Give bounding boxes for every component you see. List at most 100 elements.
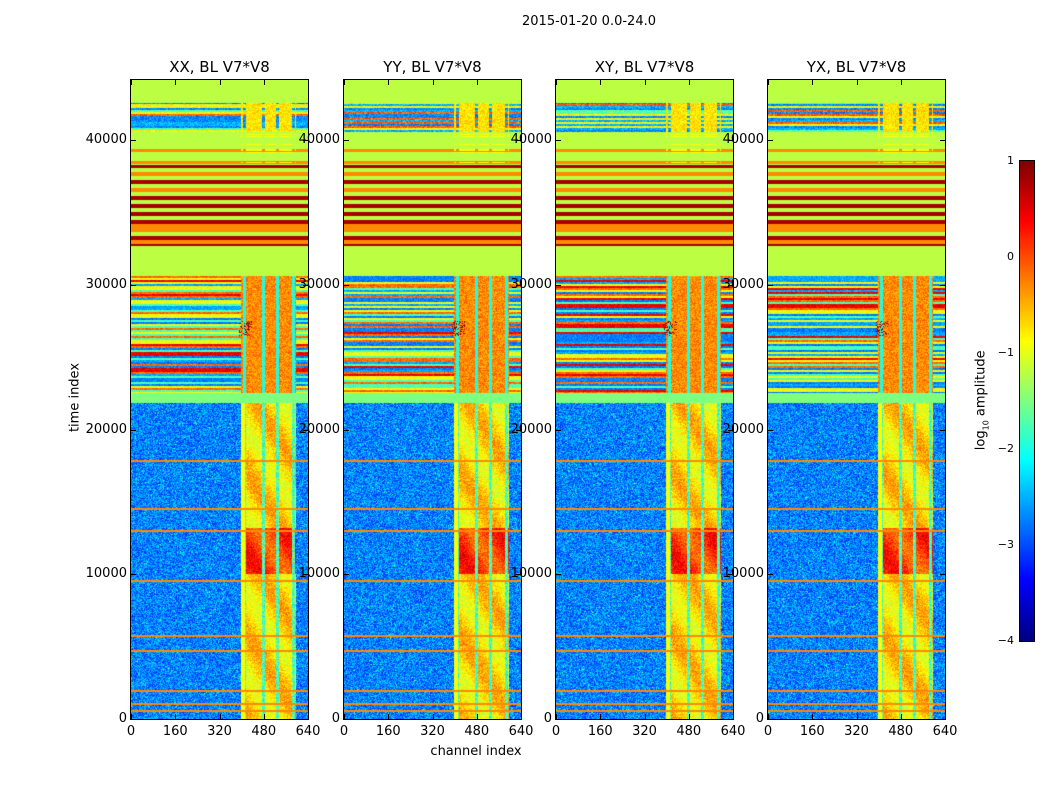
waterfall-panel-3: YX, BL V7*V8 — [767, 58, 946, 720]
x-tick — [856, 714, 858, 719]
x-tick — [388, 80, 390, 85]
x-tick — [600, 714, 602, 719]
y-tick — [344, 429, 349, 431]
y-tick — [940, 429, 945, 431]
y-tick — [556, 574, 561, 576]
x-tick — [768, 80, 769, 85]
x-tick-label: 160 — [799, 724, 825, 739]
y-tick — [303, 284, 308, 286]
y-tick-label: 40000 — [85, 132, 127, 148]
x-tick — [812, 80, 814, 85]
heatmap-image — [131, 80, 308, 719]
x-tick — [768, 714, 769, 719]
y-tick — [768, 429, 773, 431]
y-tick — [131, 284, 136, 286]
panel-title: XY, BL V7*V8 — [594, 58, 695, 76]
y-tick — [344, 719, 349, 720]
y-tick — [303, 719, 308, 720]
y-tick — [516, 284, 521, 286]
x-tick-label: 160 — [375, 724, 401, 739]
x-tick-label: 320 — [844, 724, 869, 739]
x-tick — [556, 80, 557, 85]
x-tick-label: 640 — [295, 724, 321, 739]
x-tick — [945, 714, 946, 719]
x-tick — [476, 80, 478, 85]
x-tick — [388, 714, 390, 719]
y-tick — [131, 574, 136, 576]
y-tick — [516, 140, 521, 142]
x-tick-label: 480 — [251, 724, 277, 739]
y-tick — [344, 574, 349, 576]
x-tick — [432, 714, 434, 719]
y-tick-label: 0 — [543, 711, 552, 726]
colorbar-tick-label: 0 — [1007, 250, 1014, 263]
x-tick — [521, 80, 522, 85]
y-tick — [556, 719, 561, 720]
x-tick-label: 480 — [888, 724, 914, 739]
y-tick — [131, 429, 136, 431]
x-tick — [131, 80, 132, 85]
x-tick — [688, 80, 690, 85]
y-tick — [728, 719, 733, 720]
x-tick — [308, 80, 309, 85]
x-tick-label: 640 — [508, 724, 534, 739]
y-tick-label: 0 — [755, 711, 764, 726]
y-tick — [940, 574, 945, 576]
x-axis-label: channel index — [430, 744, 522, 759]
y-tick — [728, 284, 733, 286]
heatmap-image — [768, 80, 945, 719]
y-tick — [940, 719, 945, 720]
y-tick-label: 40000 — [298, 132, 340, 148]
figure-title: 2015-01-20 0.0-24.0 — [522, 14, 656, 29]
y-tick-label: 30000 — [722, 276, 764, 292]
x-tick — [175, 714, 177, 719]
x-tick — [556, 714, 557, 719]
heatmap-image — [556, 80, 733, 719]
y-tick — [768, 284, 773, 286]
colorbar-tick-label: −4 — [997, 634, 1014, 647]
x-tick — [900, 80, 902, 85]
x-tick — [521, 714, 522, 719]
y-tick — [940, 140, 945, 142]
colorbar-tick-label: −2 — [997, 442, 1014, 455]
y-tick — [768, 574, 773, 576]
y-tick-label: 0 — [331, 711, 340, 726]
x-tick-label: 0 — [763, 724, 773, 739]
panel-title: XX, BL V7*V8 — [169, 58, 270, 76]
x-tick-label: 160 — [587, 724, 613, 739]
x-tick-label: 640 — [932, 724, 958, 739]
y-tick — [131, 140, 136, 142]
x-tick-label: 320 — [632, 724, 657, 739]
x-tick-label: 0 — [339, 724, 349, 739]
x-tick — [733, 714, 734, 719]
x-tick — [476, 714, 478, 719]
colorbar-tick-label: −3 — [997, 538, 1014, 551]
x-tick-label: 0 — [551, 724, 561, 739]
y-tick — [728, 429, 733, 431]
y-tick — [556, 284, 561, 286]
y-tick — [768, 140, 773, 142]
x-tick-label: 320 — [420, 724, 445, 739]
y-tick — [940, 284, 945, 286]
y-tick — [516, 719, 521, 720]
waterfall-panel-2: XY, BL V7*V8 — [555, 58, 734, 720]
x-tick — [856, 80, 858, 85]
y-tick — [303, 574, 308, 576]
x-tick-label: 160 — [162, 724, 188, 739]
y-tick-label: 20000 — [722, 421, 764, 437]
x-tick — [344, 714, 345, 719]
waterfall-panel-0: XX, BL V7*V8 — [130, 58, 309, 720]
heatmap-image — [344, 80, 521, 719]
x-tick — [812, 714, 814, 719]
x-tick — [600, 80, 602, 85]
x-tick — [644, 80, 646, 85]
x-tick — [175, 80, 177, 85]
x-tick — [263, 714, 265, 719]
y-tick-label: 40000 — [722, 132, 764, 148]
y-tick — [303, 140, 308, 142]
x-tick — [644, 714, 646, 719]
y-tick-label: 10000 — [722, 566, 764, 582]
y-tick-label: 30000 — [298, 276, 340, 292]
colorbar-tick-label: 1 — [1007, 154, 1014, 167]
